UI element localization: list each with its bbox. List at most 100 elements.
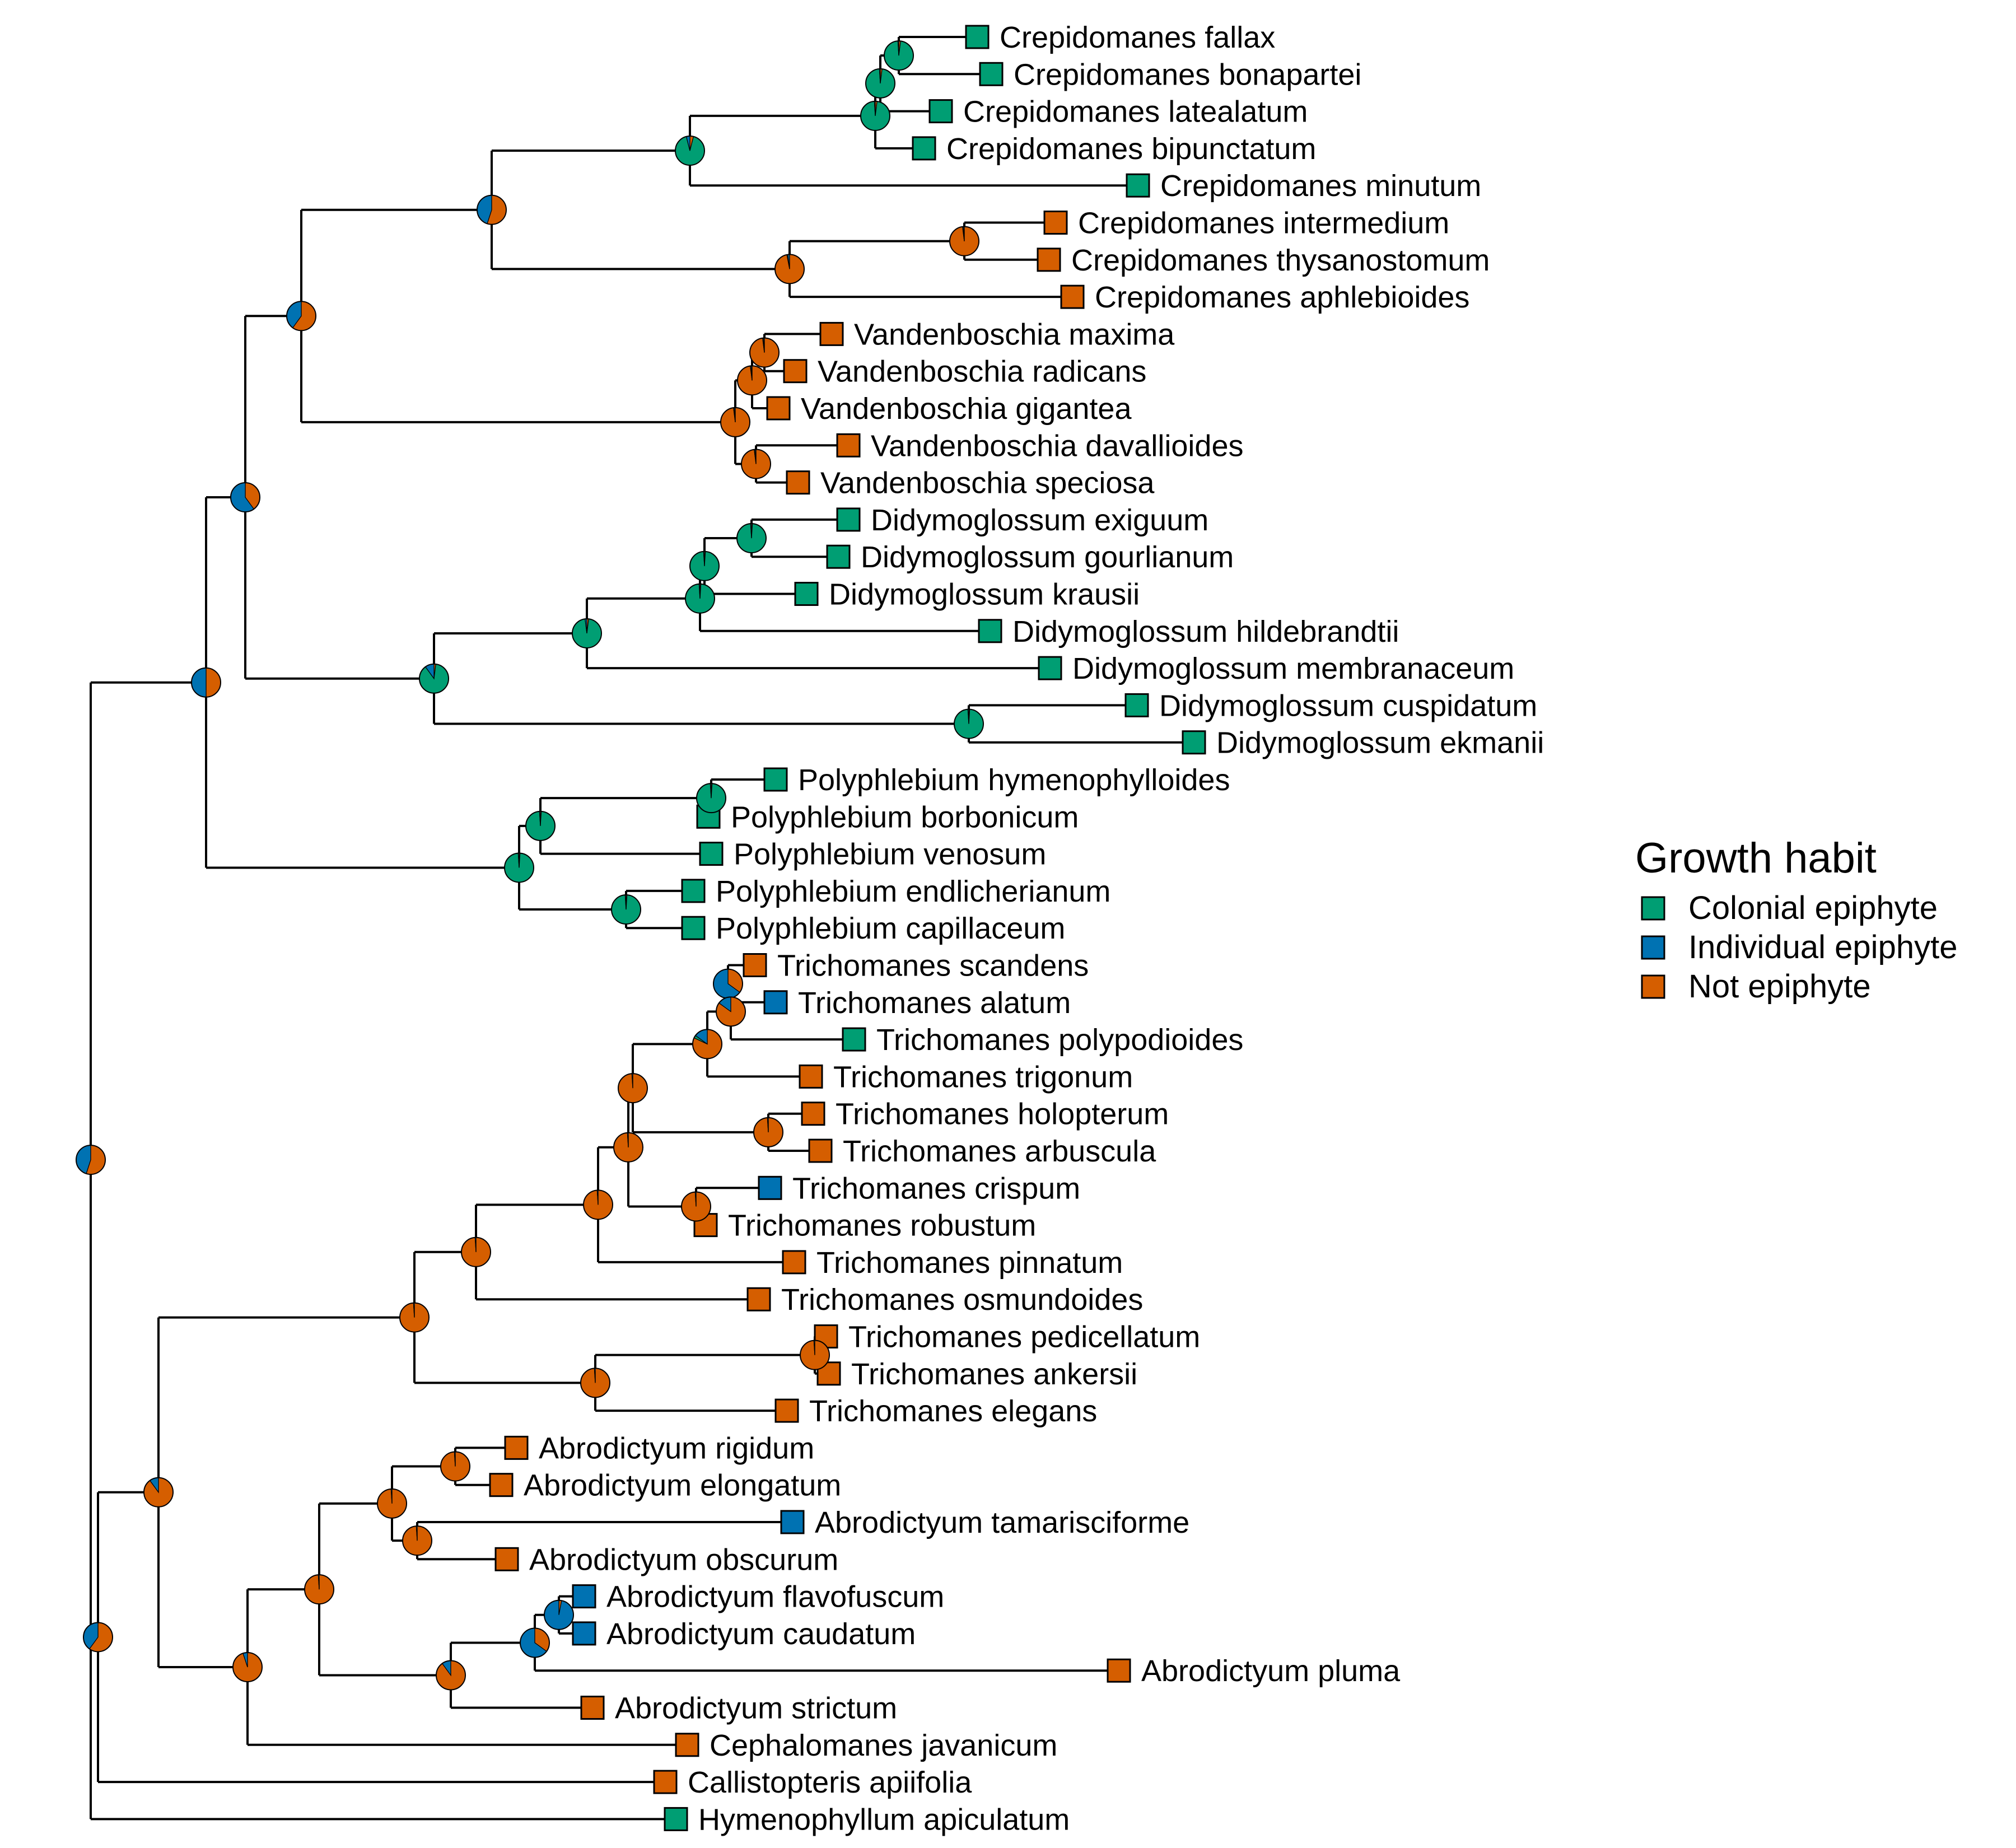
- node-pie-tric-core: [613, 1132, 643, 1163]
- node-pie-tric-crispum-robustum: [681, 1191, 711, 1222]
- node-pies: [76, 40, 984, 1691]
- tip-label: Abrodictyum elongatum: [524, 1469, 841, 1502]
- pie-outline: [436, 1660, 466, 1691]
- tip-state-marker: [801, 1102, 825, 1126]
- node-pie-abro-rigidum-elongatum: [440, 1451, 470, 1482]
- pie-outline: [860, 100, 890, 131]
- tip-label: Trichomanes robustum: [728, 1209, 1036, 1243]
- tip-label: Polyphlebium borbonicum: [731, 800, 1079, 834]
- pie-outline: [572, 618, 602, 648]
- tip-state-marker: [681, 916, 706, 940]
- tip-state-marker: [836, 507, 861, 532]
- legend-label-not: Not epiphyte: [1688, 968, 1871, 1005]
- node-pie-poly-three: [525, 810, 556, 841]
- tip-state-marker: [675, 1733, 699, 1757]
- tip-label: Didymoglossum cuspidatum: [1159, 689, 1537, 722]
- tip-state-marker: [774, 1398, 799, 1423]
- tip-label: Trichomanes alatum: [798, 986, 1071, 1020]
- node-pie-crepidomanes: [477, 194, 507, 225]
- tip-state-marker: [763, 767, 788, 792]
- pie-outline: [954, 708, 984, 739]
- legend-label-colonial: Colonial epiphyte: [1688, 890, 1938, 926]
- tip-state-marker: [766, 396, 791, 421]
- pie-outline: [83, 1622, 113, 1653]
- tip-label: Crepidomanes latealatum: [963, 95, 1308, 129]
- node-pie-crep-not-clade: [774, 254, 805, 284]
- tip-state-marker: [819, 321, 844, 346]
- pie-outline: [419, 663, 449, 694]
- tip-label: Vandenboschia davallioides: [871, 429, 1243, 463]
- tip-label: Abrodictyum strictum: [615, 1692, 897, 1725]
- node-pie-didy-three: [689, 550, 720, 581]
- tip-state-marker: [799, 1064, 823, 1089]
- tip-label: Trichomanes polypodioides: [876, 1023, 1243, 1057]
- tip-state-marker: [746, 1287, 771, 1312]
- pie-outline: [230, 482, 260, 513]
- tip-label: Trichomanes elegans: [809, 1394, 1097, 1428]
- tip-label: Trichomanes osmundoides: [781, 1283, 1143, 1317]
- pie-outline: [865, 68, 895, 99]
- node-pie-abro-tamarisciforme-obscurum: [402, 1525, 432, 1556]
- pie-outline: [736, 523, 767, 554]
- tip-state-marker: [494, 1547, 519, 1571]
- node-pie-tric-four: [692, 1029, 722, 1060]
- node-pie-didy-exiguum-gourlianum: [736, 523, 767, 554]
- node-pie-didy-four: [685, 583, 715, 614]
- tip-state-marker: [743, 953, 767, 977]
- tip-label: Crepidomanes thysanostomum: [1071, 244, 1490, 277]
- tip-label: Polyphlebium capillaceum: [716, 912, 1065, 945]
- pie-outline: [800, 1340, 830, 1370]
- node-pie-abro-three: [520, 1627, 550, 1658]
- tip-state-marker: [808, 1138, 833, 1163]
- tip-label: Abrodictyum pluma: [1141, 1654, 1401, 1688]
- tip-label: Trichomanes trigonum: [833, 1060, 1133, 1094]
- tip-label: Trichomanes holopterum: [836, 1098, 1169, 1131]
- node-pie-with-callistopteris: [83, 1622, 113, 1653]
- pie-outline: [143, 1477, 174, 1508]
- tip-label: Abrodictyum rigidum: [539, 1431, 814, 1465]
- pie-outline: [692, 1029, 722, 1060]
- pie-outline: [504, 852, 534, 883]
- node-pie-abro-four: [377, 1488, 407, 1519]
- pie-outline: [477, 194, 507, 225]
- node-pie-didymoglossum: [419, 663, 449, 694]
- tip-label: Vandenboschia gigantea: [801, 392, 1132, 426]
- pie-outline: [544, 1599, 574, 1630]
- node-pie-crep-colonial-clade: [675, 136, 705, 166]
- tip-state-marker: [504, 1435, 529, 1460]
- node-pie-tric-three: [716, 996, 746, 1027]
- pie-slice: [206, 668, 221, 698]
- node-pie-tric-elegans: [580, 1368, 610, 1398]
- tip-label: Crepidomanes aphlebioides: [1095, 281, 1469, 314]
- tip-label: Trichomanes ankersii: [851, 1357, 1137, 1391]
- tip-state-marker: [758, 1175, 782, 1200]
- tip-label: Abrodictyum caudatum: [606, 1617, 916, 1651]
- tip-state-marker: [1124, 693, 1149, 717]
- tip-label: Didymoglossum membranaceum: [1072, 652, 1514, 685]
- legend-title: Growth habit: [1635, 834, 1877, 882]
- node-pie-tric-five: [618, 1073, 648, 1104]
- pie-slice: [191, 668, 207, 698]
- pie-outline: [399, 1302, 430, 1333]
- pie-outline: [304, 1574, 334, 1605]
- node-pie-crep-four: [860, 100, 890, 131]
- legend: Growth habit Colonial epiphyte Individua…: [1635, 834, 1957, 1005]
- node-pie-crep-intermedium-thysanostomum: [949, 226, 979, 256]
- node-pie-vand-davallioides-speciosa: [741, 449, 771, 479]
- tip-label: Hymenophyllum apiculatum: [698, 1803, 1070, 1836]
- tip-state-marker: [836, 433, 861, 458]
- tip-label: Trichomanes scandens: [777, 949, 1089, 983]
- pie-outline: [949, 226, 979, 256]
- tip-label: Callistopteris apiifolia: [688, 1766, 972, 1799]
- tip-state-marker: [1182, 730, 1206, 755]
- pie-outline: [286, 301, 316, 332]
- pie-outline: [720, 407, 750, 437]
- tip-label: Crepidomanes bonapartei: [1014, 58, 1361, 91]
- legend-swatch-colonial: [1641, 896, 1665, 921]
- pie-outline: [675, 136, 705, 166]
- node-pie-vandenboschia: [720, 407, 750, 437]
- tip-state-marker: [786, 470, 810, 495]
- node-pie-didy-cuspidatum-ekmanii: [954, 708, 984, 739]
- tip-label: Didymoglossum gourlianum: [861, 540, 1234, 574]
